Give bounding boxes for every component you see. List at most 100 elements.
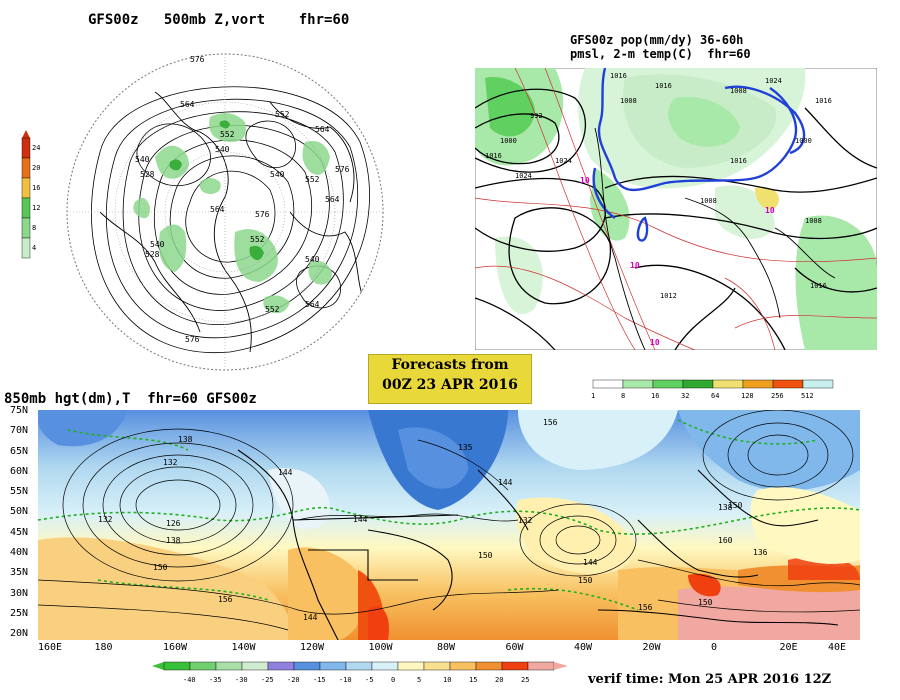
contour-label: 576 bbox=[185, 335, 200, 344]
lat-tick-label: 45N bbox=[10, 526, 29, 538]
colorbar-label: 128 bbox=[741, 392, 754, 400]
colorbar-label: -35 bbox=[209, 676, 222, 684]
height-label: 150 bbox=[153, 563, 168, 572]
isobar-label: 1008 bbox=[620, 97, 637, 105]
colorbar-swatch bbox=[215, 661, 243, 671]
isobar-label: 992 bbox=[530, 112, 543, 120]
height-label: 150 bbox=[578, 576, 593, 585]
height-label: 144 bbox=[583, 558, 598, 567]
height-label: 144 bbox=[303, 613, 318, 622]
isobar-label: 1000 bbox=[500, 137, 517, 145]
colorbar-swatch bbox=[449, 661, 477, 671]
lon-tick-label: 100W bbox=[368, 642, 393, 653]
lon-tick-label: 180 bbox=[94, 642, 113, 653]
isobar-label: 1012 bbox=[660, 292, 677, 300]
colorbar-swatch bbox=[21, 217, 31, 239]
contour-label: 564 bbox=[180, 100, 195, 109]
lon-tick-label: 0 bbox=[711, 642, 718, 653]
colorbar-label: 5 bbox=[417, 676, 421, 684]
colorbar-label: 15 bbox=[469, 676, 477, 684]
lat-tick-label: 40N bbox=[10, 546, 29, 558]
colorbar-swatch bbox=[293, 661, 321, 671]
panel-500mb-colorbar: 24 20 16 12 8 4 bbox=[21, 130, 40, 259]
lat-tick-label: 65N bbox=[10, 445, 29, 457]
temp-label: 10 bbox=[630, 261, 640, 270]
isobars bbox=[475, 88, 877, 350]
height-label: 156 bbox=[638, 603, 653, 612]
isobar-label: 1000 bbox=[795, 137, 812, 145]
banner-line-2: 00Z 23 APR 2016 bbox=[382, 377, 518, 393]
colorbar-label: 20 bbox=[495, 676, 503, 684]
colorbar-swatch bbox=[772, 379, 804, 389]
colorbar-swatch bbox=[712, 379, 744, 389]
lat-tick-label: 30N bbox=[10, 587, 29, 599]
colorbar-swatch bbox=[21, 197, 31, 219]
contour-label: 564 bbox=[325, 195, 340, 204]
contour-label: 552 bbox=[305, 175, 320, 184]
colorbar-swatch bbox=[163, 661, 191, 671]
colorbar-swatch bbox=[189, 661, 217, 671]
colorbar-swatch bbox=[652, 379, 684, 389]
height-label: 136 bbox=[753, 548, 768, 557]
colorbar-swatch bbox=[527, 661, 555, 671]
coastlines bbox=[594, 127, 836, 350]
colorbar-label: 32 bbox=[681, 392, 689, 400]
colorbar-arrow bbox=[152, 662, 164, 670]
height-label: 156 bbox=[543, 418, 558, 427]
contour-label: 564 bbox=[315, 125, 330, 134]
contour-label: 576 bbox=[255, 210, 270, 219]
contour-label: 528 bbox=[145, 250, 160, 259]
colorbar-swatch bbox=[319, 661, 347, 671]
panel-precip-title-1: GFS00z pop(mm/dy) 36-60h bbox=[570, 33, 744, 47]
height-label: 144 bbox=[278, 468, 293, 477]
isobar-label: 1024 bbox=[515, 172, 532, 180]
colorbar-swatch bbox=[21, 137, 31, 159]
height-label: 160 bbox=[718, 536, 733, 545]
colorbar-swatch bbox=[267, 661, 295, 671]
lon-tick-label: 160E bbox=[38, 642, 63, 653]
graticule bbox=[67, 54, 383, 370]
colorbar-swatch bbox=[802, 379, 834, 389]
lat-tick-label: 20N bbox=[10, 628, 29, 640]
panel-500mb-title: GFS00z 500mb Z,vort fhr=60 bbox=[88, 12, 350, 28]
colorbar-swatch bbox=[501, 661, 529, 671]
height-label: 132 bbox=[163, 458, 178, 467]
isobar-label: 1008 bbox=[700, 197, 717, 205]
coastlines bbox=[237, 449, 839, 640]
lon-tick-label: 120W bbox=[300, 642, 325, 653]
lon-tick-label: 80W bbox=[437, 642, 456, 653]
colorbar-label: -10 bbox=[339, 676, 352, 684]
contour-label: 552 bbox=[275, 110, 290, 119]
lat-axis: 75N 70N 65N 60N 55N 50N 45N 40N 35N 30N 25N 20N bbox=[0, 404, 38, 640]
freezing-contour bbox=[38, 419, 860, 611]
colorbar-swatch bbox=[475, 661, 503, 671]
height-label: 138 bbox=[718, 503, 733, 512]
isobar-label: 1016 bbox=[655, 82, 672, 90]
colorbar-label: 24 bbox=[32, 144, 40, 152]
colorbar-swatch bbox=[345, 661, 373, 671]
height-label: 150 bbox=[478, 551, 493, 560]
isobar-label: 1024 bbox=[765, 77, 782, 85]
colorbar-label: 4 bbox=[32, 244, 36, 252]
temp-label: 10 bbox=[650, 338, 660, 347]
precip-shading bbox=[475, 68, 877, 350]
colorbar-label: 0 bbox=[391, 676, 395, 684]
panel-precip-colorbar: 1 8 16 32 64 128 256 512 bbox=[591, 379, 834, 400]
lon-tick-label: 20E bbox=[779, 642, 798, 653]
forecast-banner: Forecasts from 00Z 23 APR 2016 bbox=[368, 354, 532, 404]
height-label: 144 bbox=[498, 478, 513, 487]
colorbar-swatch bbox=[21, 177, 31, 199]
colorbar-arrow bbox=[554, 662, 568, 670]
isobar-label: 1016 bbox=[810, 282, 827, 290]
verif-time: verif time: Mon 25 APR 2016 12Z bbox=[588, 672, 832, 687]
colorbar-label: -5 bbox=[365, 676, 373, 684]
colorbar-label: 25 bbox=[521, 676, 529, 684]
contour-label: 528 bbox=[140, 170, 155, 179]
height-label: 138 bbox=[166, 536, 181, 545]
lon-tick-label: 40E bbox=[828, 642, 847, 653]
lon-tick-label: 20W bbox=[642, 642, 661, 653]
height-label: 144 bbox=[353, 515, 368, 524]
contour-label: 540 bbox=[150, 240, 165, 249]
colorbar-label: 512 bbox=[801, 392, 814, 400]
banner-line-1: Forecasts from bbox=[391, 357, 509, 373]
